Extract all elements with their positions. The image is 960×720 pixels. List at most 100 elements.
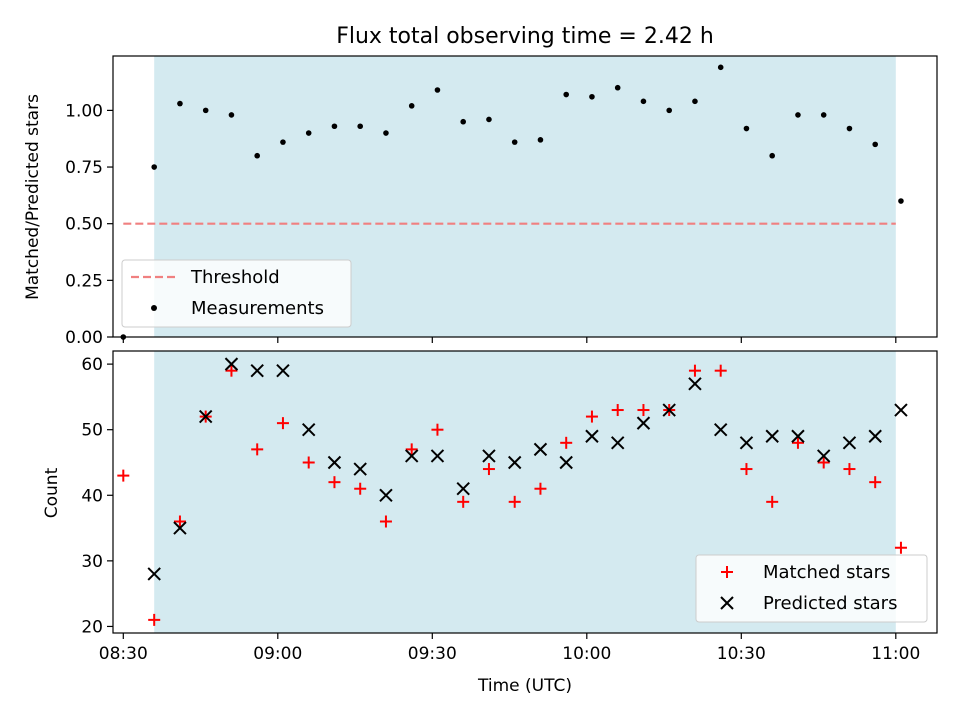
predicted-stars-point [327, 455, 342, 470]
x-tick-label: 09:30 [408, 644, 457, 664]
matched-stars-point [431, 423, 444, 436]
measurement-point [408, 103, 415, 109]
measurement-point [846, 125, 853, 132]
predicted-stars-point [842, 436, 857, 450]
measurement-point [743, 125, 750, 132]
x-tick-label: 10:30 [717, 644, 766, 664]
predicted-stars-point [662, 403, 676, 417]
predicted-stars-point [173, 521, 187, 535]
y-tick-label: 0.00 [65, 328, 103, 348]
matched-stars-point [457, 495, 470, 508]
predicted-stars-point [765, 429, 779, 443]
measurement-point [331, 123, 338, 130]
legend-measurements-label: Measurements [191, 298, 324, 319]
matched-stars-point [688, 364, 701, 377]
matched-stars-point [817, 456, 830, 469]
measurement-point [692, 98, 698, 105]
legend-threshold-label: Threshold [190, 267, 280, 288]
predicted-stars-point [507, 455, 522, 470]
matched-stars-point [508, 495, 521, 508]
measurement-point [717, 64, 724, 71]
legend-predicted-label: Predicted stars [763, 593, 897, 614]
x-tick-label: 08:30 [99, 644, 148, 664]
matched-stars-point [894, 541, 907, 554]
matched-stars-point [740, 463, 753, 476]
matched-stars-point [869, 476, 882, 489]
measurement-point [537, 137, 544, 143]
predicted-stars-point [353, 462, 367, 476]
measurement-point [254, 152, 260, 159]
predicted-stars-point [610, 436, 625, 450]
predicted-stars-point [688, 377, 702, 391]
predicted-stars-point [739, 436, 754, 450]
measurement-point [177, 100, 183, 107]
y-tick-label: 20 [81, 617, 103, 637]
matched-stars-point [611, 404, 624, 417]
matched-stars-point [482, 463, 495, 476]
measurement-point [769, 152, 775, 159]
top-plot-frame [112, 55, 938, 338]
predicted-stars-point [379, 488, 393, 502]
matched-stars-point [585, 410, 598, 423]
predicted-stars-point [894, 403, 908, 417]
matched-stars-point [173, 515, 186, 528]
measurement-point [383, 130, 389, 136]
predicted-stars-point [404, 449, 419, 463]
predicted-stars-point [559, 455, 573, 470]
predicted-stars-point [250, 363, 264, 378]
measurement-point [589, 93, 595, 100]
matched-stars-point [148, 613, 161, 626]
y-tick-label: 60 [81, 355, 103, 375]
measurement-point [511, 139, 518, 145]
top-y-axis-label: Matched/Predicted stars [23, 94, 43, 300]
predicted-stars-point [224, 357, 239, 371]
matched-stars-point [843, 463, 856, 476]
measurement-point [305, 130, 312, 136]
y-tick-label: 40 [81, 486, 103, 506]
matched-stars-point [560, 436, 573, 449]
bottom-legend-box [695, 554, 928, 623]
predicted-stars-point [533, 442, 548, 457]
measurement-point [795, 112, 801, 118]
predicted-stars-point [147, 567, 161, 581]
measurement-point [898, 198, 904, 204]
predicted-stars-point [713, 422, 728, 437]
predicted-stars-point [430, 449, 445, 463]
matched-stars-point [354, 482, 367, 495]
predicted-stars-point [198, 409, 213, 424]
measurement-point [151, 164, 157, 170]
predicted-stars-point [636, 416, 651, 430]
measurement-point [228, 112, 235, 118]
y-tick-label: 50 [81, 421, 103, 441]
measurement-point [280, 139, 286, 145]
matched-stars-point [328, 476, 341, 489]
matched-stars-point [302, 456, 315, 469]
predicted-stars-point [868, 429, 882, 443]
measurement-point [460, 118, 467, 125]
top-panel: 0.00 0.25 0.50 0.75 1.00 Flux total observin… [23, 24, 938, 348]
predicted-stars-point [585, 429, 599, 443]
matched-stars-point [117, 469, 130, 482]
y-tick-label: 0.50 [65, 215, 103, 235]
measurement-point [666, 107, 672, 114]
measurement-point [640, 98, 647, 105]
x-tick-label: 11:00 [871, 644, 920, 664]
x-axis-label: Time (UTC) [477, 676, 572, 696]
matched-stars-point [714, 364, 727, 377]
matched-stars-point [534, 482, 547, 495]
predicted-stars-point [301, 422, 316, 437]
top-legend-box [121, 259, 352, 328]
measurement-point [563, 91, 569, 98]
matched-stars-point [405, 443, 418, 456]
bottom-legend: Matched stars Predicted stars [695, 554, 928, 623]
measurement-point [486, 116, 492, 123]
predicted-stars-point [482, 449, 496, 463]
legend-predicted-swatch [720, 596, 734, 610]
y-tick-label: 0.75 [65, 158, 103, 178]
top-legend: Threshold Measurements [121, 259, 352, 328]
predicted-stars-point [791, 429, 805, 443]
measurement-point [202, 107, 209, 114]
measurement-point [434, 87, 441, 93]
matched-stars-point [637, 404, 650, 417]
